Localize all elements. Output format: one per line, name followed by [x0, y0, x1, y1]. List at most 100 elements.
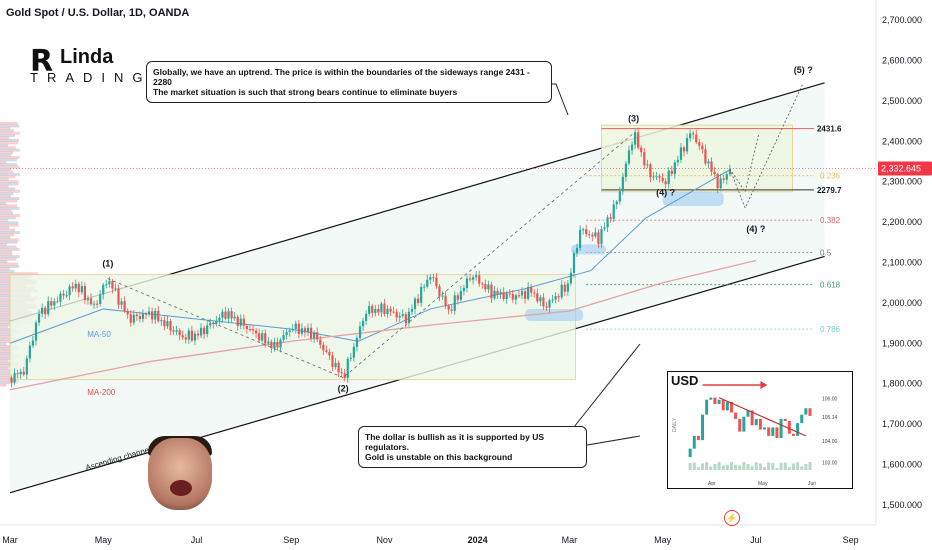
inset-candle — [692, 435, 696, 449]
meme-face-mouth — [170, 480, 192, 496]
candle-body — [722, 178, 725, 180]
volume-profile-bar — [0, 383, 7, 387]
candle-body — [258, 333, 261, 341]
candle-body — [496, 290, 499, 295]
candle-body — [221, 311, 224, 318]
candle-body — [83, 286, 86, 301]
candle-body — [634, 132, 637, 145]
candle-body — [132, 314, 135, 323]
volume-profile-bar — [0, 197, 20, 201]
volume-profile-bar — [0, 231, 20, 234]
inset-candle — [729, 401, 733, 413]
volume-profile-bar — [0, 170, 14, 174]
volume-profile-bar — [0, 352, 14, 356]
candle-body — [141, 313, 145, 319]
candle-body — [566, 283, 569, 292]
range-high-label: 2431.6 — [817, 125, 842, 134]
candle-body — [166, 321, 169, 327]
price-axis-bg — [876, 0, 932, 550]
inset-ytick: 103.00 — [822, 460, 838, 466]
inset-candle — [717, 399, 721, 404]
volume-profile-bar — [0, 257, 17, 261]
candle-body — [294, 323, 297, 329]
volume-profile-bar — [0, 240, 18, 244]
candle-body — [478, 275, 481, 284]
candle-body — [728, 169, 731, 175]
volume-profile-bar — [0, 272, 38, 276]
candle-body — [710, 161, 713, 172]
volume-profile-bar — [0, 124, 20, 128]
candle-body — [343, 373, 346, 379]
candle-body — [358, 326, 362, 339]
volume-profile-bar — [0, 134, 15, 138]
inset-candle — [713, 397, 717, 404]
candle-body — [380, 303, 383, 313]
candle-body — [398, 315, 401, 318]
candle-body — [621, 176, 624, 192]
candle-body — [328, 351, 331, 356]
candle-body — [349, 357, 352, 359]
volume-profile-bar — [0, 233, 14, 237]
candle-body — [138, 316, 142, 319]
inset-xtick: Jun — [808, 481, 816, 487]
volume-profile-bar — [0, 172, 20, 176]
price-axis-tick: 2,700.000 — [882, 15, 922, 25]
candle-body — [10, 377, 13, 383]
projection-path-b — [729, 133, 760, 193]
time-axis-tick: Mar — [562, 535, 578, 545]
candle-body — [692, 133, 695, 135]
volume-profile-bar — [0, 151, 14, 155]
volume-profile-bar — [0, 218, 9, 222]
candle-body — [481, 283, 484, 285]
candle-body — [181, 335, 184, 338]
inset-candle — [709, 397, 713, 400]
candle-body — [172, 330, 175, 332]
candle-body — [594, 232, 597, 237]
volume-profile-bar — [0, 182, 19, 186]
volume-profile-bar — [0, 146, 16, 150]
volume-profile-bar — [0, 323, 19, 327]
candle-body — [490, 284, 493, 299]
inset-candle — [696, 435, 700, 441]
volume-profile-bar — [0, 269, 15, 273]
volume-profile-bar — [0, 250, 12, 254]
candle-body — [511, 294, 514, 300]
candle-body — [542, 297, 545, 307]
candle-body — [536, 293, 539, 302]
candle-body — [306, 327, 310, 333]
inset-candle — [783, 418, 787, 421]
wave-label: (4) ? — [656, 188, 675, 198]
inset-xtick: Apr — [708, 481, 716, 487]
volume-profile-bar — [0, 175, 16, 179]
candle-body — [47, 301, 50, 315]
inset-candle — [775, 427, 779, 438]
price-axis-tick: 1,900.000 — [882, 338, 922, 348]
price-axis-tick: 2,300.000 — [882, 177, 922, 187]
candle-body — [597, 232, 600, 244]
inset-candle — [763, 427, 767, 430]
candle-body — [701, 145, 704, 150]
inset-candle — [758, 418, 762, 430]
inset-volume-bar — [800, 466, 804, 470]
candle-body — [563, 284, 566, 292]
inset-volume-bar — [721, 465, 725, 470]
candle-body — [606, 217, 609, 228]
volume-profile-bar — [0, 228, 15, 232]
lightning-icon[interactable]: ⚡ — [724, 510, 740, 526]
inset-trendline — [718, 397, 807, 437]
candle-body — [578, 229, 582, 248]
inset-candle — [742, 416, 746, 432]
time-axis-tick: May — [654, 535, 672, 545]
candle-body — [600, 229, 603, 244]
inset-volume-bar — [742, 462, 746, 470]
inset-candle — [725, 401, 729, 411]
candle-body — [147, 311, 151, 315]
candle-body — [432, 277, 435, 279]
volume-profile-bar — [0, 238, 20, 242]
time-axis-tick: Nov — [376, 535, 393, 545]
candle-body — [591, 234, 594, 237]
candle-body — [154, 310, 157, 320]
callout-dollar-line2: Gold is unstable on this background — [365, 452, 513, 462]
candle-body — [215, 320, 218, 324]
